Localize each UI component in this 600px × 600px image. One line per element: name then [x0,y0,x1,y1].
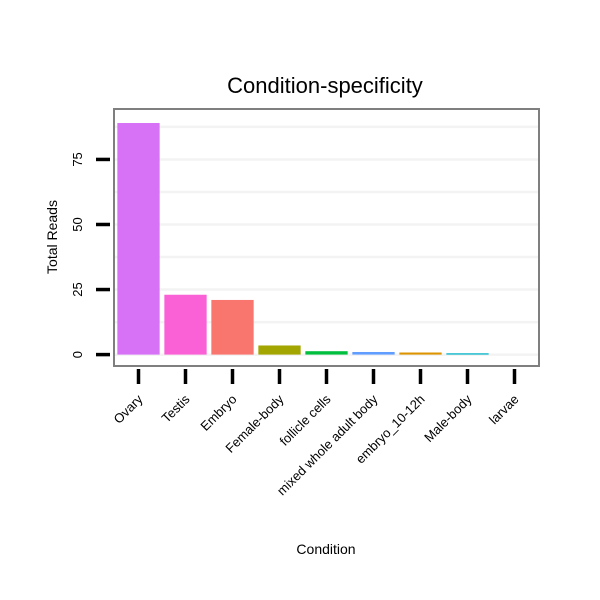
x-tick-label: Embryo [197,392,239,434]
y-axis: 0 25 50 75 [70,152,110,358]
x-axis-title: Condition [296,541,355,557]
bar [446,353,489,355]
bar [352,351,395,355]
x-tick-label: Testis [159,391,193,425]
chart-title: Condition-specificity [227,73,423,98]
bars [117,123,489,355]
bar [399,352,442,355]
bar [305,351,348,355]
y-tick-label: 75 [70,152,85,166]
x-tick-label: Ovary [110,391,145,426]
y-tick-label: 50 [70,217,85,231]
x-tick-label: larvae [486,392,522,428]
y-tick-label: 25 [70,282,85,296]
y-tick-label: 0 [70,351,85,358]
bar [258,345,301,355]
bar [164,294,207,355]
y-axis-title: Total Reads [44,200,60,274]
plot-frame [113,108,540,367]
bar [117,123,160,355]
bar [211,299,254,355]
x-tick-label: Male-body [421,391,475,445]
